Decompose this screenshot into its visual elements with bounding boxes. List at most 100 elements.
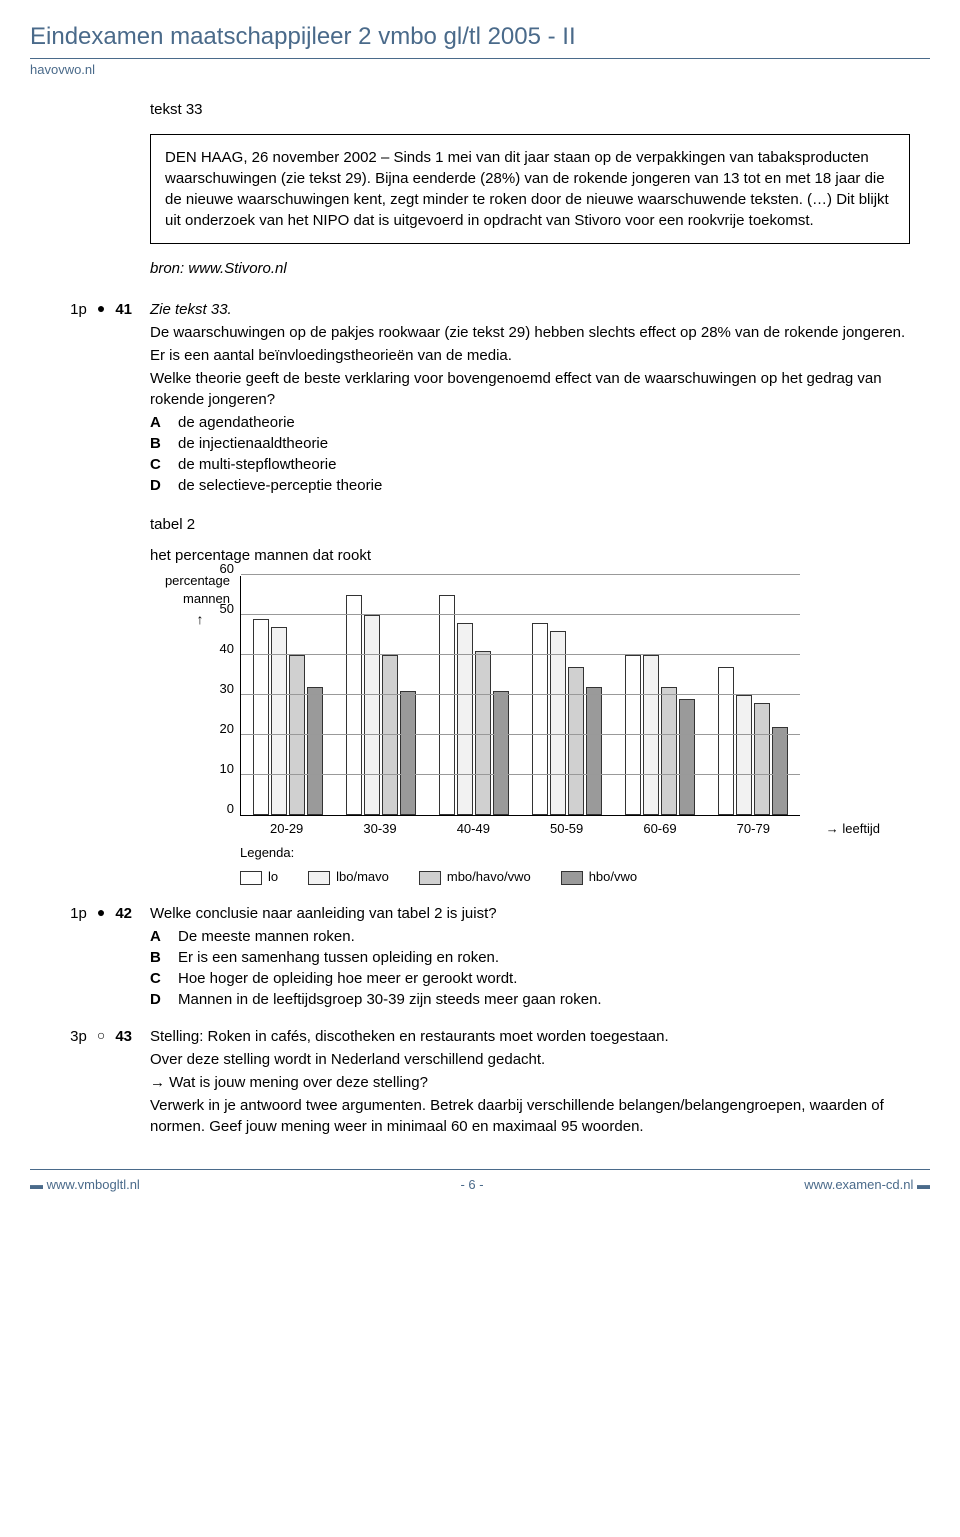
bar xyxy=(586,687,602,815)
points-label: 1p xyxy=(59,903,87,1010)
page-number: - 6 - xyxy=(460,1176,483,1194)
legend-text: lo xyxy=(268,869,278,884)
bar xyxy=(400,691,416,815)
bar xyxy=(253,619,269,815)
option-text: Hoe hoger de opleiding hoe meer er geroo… xyxy=(178,968,517,989)
arrow-right-icon: → xyxy=(150,1074,165,1091)
option-letter: C xyxy=(150,454,166,475)
bar xyxy=(307,687,323,815)
bar xyxy=(643,655,659,815)
option-letter: B xyxy=(150,947,166,968)
question-text: Welke conclusie naar aanleiding van tabe… xyxy=(150,903,930,924)
bar-group xyxy=(707,576,800,815)
x-tick-label: 50-59 xyxy=(520,816,613,838)
question-43: 3p ○ 43 Stelling: Roken in cafés, discot… xyxy=(30,1026,930,1139)
option-text: de agendatheorie xyxy=(178,412,295,433)
page-title: Eindexamen maatschappijleer 2 vmbo gl/tl… xyxy=(30,20,930,59)
option-text: de selectieve-perceptie theorie xyxy=(178,475,382,496)
bar xyxy=(439,595,455,815)
bar xyxy=(382,655,398,815)
legend-swatch xyxy=(240,871,262,885)
bar xyxy=(718,667,734,815)
option-letter: D xyxy=(150,475,166,496)
option-text: de injectienaaldtheorie xyxy=(178,433,328,454)
points-label: 3p xyxy=(59,1026,87,1139)
bar-group xyxy=(334,576,427,815)
legend-label: Legenda: xyxy=(240,844,930,862)
legend-swatch xyxy=(308,871,330,885)
legend-item: lbo/mavo xyxy=(308,868,389,886)
bar xyxy=(679,699,695,815)
question-text: De waarschuwingen op de pakjes rookwaar … xyxy=(150,322,930,343)
bar xyxy=(289,655,305,815)
bar xyxy=(661,687,677,815)
source-line: bron: www.Stivoro.nl xyxy=(150,258,910,279)
question-text: Er is een aantal beïnvloedingstheorieën … xyxy=(150,345,930,366)
grid-line xyxy=(241,694,800,695)
bar xyxy=(550,631,566,815)
question-number: 43 xyxy=(115,1026,132,1139)
bar-group xyxy=(521,576,614,815)
option-letter: C xyxy=(150,968,166,989)
bar xyxy=(346,595,362,815)
question-42: 1p ● 42 Welke conclusie naar aanleiding … xyxy=(30,903,930,1010)
bullet-icon: ● xyxy=(97,299,105,887)
question-text: → Wat is jouw mening over deze stelling? xyxy=(150,1072,930,1093)
bar-chart: percentage mannen ↑ 6050403020100 20-293… xyxy=(150,576,930,887)
legend-item: mbo/havo/vwo xyxy=(419,868,531,886)
option-letter: A xyxy=(150,926,166,947)
legend-item: hbo/vwo xyxy=(561,868,637,886)
question-text: Stelling: Roken in cafés, discotheken en… xyxy=(150,1026,930,1047)
question-intro: Zie tekst 33. xyxy=(150,299,930,320)
bar-group xyxy=(427,576,520,815)
arrow-right-icon: → xyxy=(826,821,839,836)
bar xyxy=(457,623,473,815)
question-number: 42 xyxy=(115,903,132,1010)
tabel-label: tabel 2 xyxy=(150,514,930,535)
footer-right: www.examen-cd.nl xyxy=(804,1177,913,1192)
bar xyxy=(532,623,548,815)
x-tick-label: 30-39 xyxy=(333,816,426,838)
legend-item: lo xyxy=(240,868,278,886)
grid-line xyxy=(241,574,800,575)
dash-icon: ▬ xyxy=(30,1177,43,1192)
bar xyxy=(625,655,641,815)
legend-swatch xyxy=(419,871,441,885)
chart-title: het percentage mannen dat rookt xyxy=(150,545,930,566)
bar xyxy=(736,695,752,815)
question-41: 1p ● 41 Zie tekst 33. De waarschuwingen … xyxy=(30,299,930,887)
x-axis-label: leeftijd xyxy=(842,821,880,836)
question-text: Welke theorie geeft de beste verklaring … xyxy=(150,368,930,410)
option-letter: A xyxy=(150,412,166,433)
site-label: havovwo.nl xyxy=(30,61,930,79)
points-label: 1p xyxy=(59,299,87,887)
option-text: de multi-stepflowtheorie xyxy=(178,454,336,475)
x-tick-label: 70-79 xyxy=(707,816,800,838)
bullet-icon: ● xyxy=(97,903,105,1010)
question-number: 41 xyxy=(115,299,132,887)
x-tick-label: 60-69 xyxy=(613,816,706,838)
bar xyxy=(364,615,380,815)
x-tick-label: 40-49 xyxy=(427,816,520,838)
option-text: Mannen in de leeftijdsgroep 30-39 zijn s… xyxy=(178,989,602,1010)
bar-group xyxy=(614,576,707,815)
option-letter: D xyxy=(150,989,166,1010)
legend-text: hbo/vwo xyxy=(589,869,637,884)
bar xyxy=(475,651,491,815)
legend-swatch xyxy=(561,871,583,885)
circle-icon: ○ xyxy=(97,1026,105,1139)
grid-line xyxy=(241,654,800,655)
legend-text: mbo/havo/vwo xyxy=(447,869,531,884)
dash-icon: ▬ xyxy=(917,1177,930,1192)
grid-line xyxy=(241,734,800,735)
quote-box: DEN HAAG, 26 november 2002 – Sinds 1 mei… xyxy=(150,134,910,244)
option-letter: B xyxy=(150,433,166,454)
page-footer: ▬ www.vmbogltl.nl - 6 - www.examen-cd.nl… xyxy=(30,1169,930,1194)
question-text: Verwerk in je antwoord twee argumenten. … xyxy=(150,1095,930,1137)
question-text: Over deze stelling wordt in Nederland ve… xyxy=(150,1049,930,1070)
bar xyxy=(568,667,584,815)
bar xyxy=(271,627,287,815)
bar-group xyxy=(241,576,334,815)
option-text: Er is een samenhang tussen opleiding en … xyxy=(178,947,499,968)
tekst-label: tekst 33 xyxy=(150,99,910,120)
